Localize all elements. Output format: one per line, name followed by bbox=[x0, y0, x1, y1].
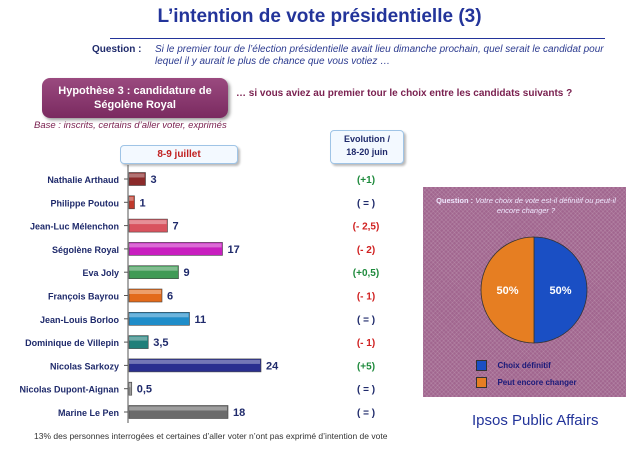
evolution-label: (- 1) bbox=[357, 338, 375, 349]
legend-label-changer: Peut encore changer bbox=[497, 378, 577, 388]
brand-logo: Ipsos Public Affairs bbox=[472, 412, 599, 429]
category-label: Dominique de Villepin bbox=[25, 338, 119, 348]
bar-highlight bbox=[129, 243, 222, 248]
legend-item-changer: Peut encore changer bbox=[476, 374, 577, 392]
bar-value-label: 17 bbox=[228, 244, 240, 256]
category-label: Nathalie Arthaud bbox=[47, 175, 119, 185]
evolution-header: Evolution / 18-20 juin bbox=[330, 130, 404, 164]
bar-highlight bbox=[129, 196, 134, 201]
evolution-label: ( = ) bbox=[357, 198, 375, 209]
bar bbox=[128, 358, 262, 373]
bar bbox=[128, 195, 135, 210]
bar-highlight bbox=[129, 313, 189, 318]
evolution-label: (+5) bbox=[357, 361, 375, 372]
bar-highlight bbox=[129, 173, 145, 178]
bar bbox=[128, 381, 133, 396]
bar bbox=[128, 312, 190, 326]
category-label: Nicolas Sarkozy bbox=[50, 361, 119, 371]
question-text: Si le premier tour de l’élection préside… bbox=[155, 44, 604, 67]
bar bbox=[128, 335, 149, 349]
bar bbox=[128, 265, 179, 279]
title-divider bbox=[110, 38, 605, 39]
hypothesis-line2: Ségolène Royal bbox=[94, 99, 176, 111]
pie-chart: 50% 50% bbox=[480, 236, 588, 344]
bar-chart: Nathalie Arthaud 3 (+1) Philippe Poutou 1 ( =… bbox=[20, 165, 380, 423]
pie-question: Question : Votre choix de vote est-il dé… bbox=[432, 196, 620, 216]
pie-value-label: 50% bbox=[496, 285, 518, 297]
category-label: Philippe Poutou bbox=[51, 198, 120, 208]
bar-highlight bbox=[129, 220, 167, 225]
bar-value-label: 9 bbox=[184, 267, 190, 279]
pie-slice bbox=[533, 236, 588, 344]
bar-value-label: 11 bbox=[195, 314, 207, 326]
bar-value-label: 1 bbox=[140, 197, 146, 209]
bar bbox=[128, 405, 229, 419]
evolution-header-line1: Evolution / bbox=[344, 134, 390, 144]
category-label: François Bayrou bbox=[48, 292, 119, 302]
evolution-label: (- 2,5) bbox=[353, 222, 380, 233]
evolution-header-line2: 18-20 juin bbox=[346, 147, 388, 157]
date-header: 8-9 juillet bbox=[120, 145, 238, 164]
bar-value-label: 6 bbox=[167, 291, 173, 303]
hypothesis-prompt: … si vous aviez au premier tour le choix… bbox=[236, 88, 573, 99]
bar-highlight bbox=[129, 383, 131, 388]
evolution-label: (+1) bbox=[357, 175, 375, 186]
footnote: 13% des personnes interrogées et certain… bbox=[34, 431, 388, 441]
evolution-label: (- 1) bbox=[357, 292, 375, 303]
evolution-label: ( = ) bbox=[357, 315, 375, 326]
evolution-label: (- 2) bbox=[357, 245, 375, 256]
pie-question-text: Votre choix de vote est-il définitif ou … bbox=[473, 196, 616, 215]
legend-item-definitif: Choix définitif bbox=[476, 357, 551, 375]
bar-value-label: 7 bbox=[173, 221, 179, 233]
legend-swatch-changer bbox=[476, 377, 487, 389]
bar-highlight bbox=[129, 336, 148, 341]
pie-question-label: Question : bbox=[436, 196, 474, 205]
category-label: Nicolas Dupont-Aignan bbox=[20, 385, 120, 395]
question-label: Question : bbox=[92, 44, 142, 55]
bar-value-label: 3,5 bbox=[153, 337, 168, 349]
bar bbox=[128, 242, 223, 256]
bar-highlight bbox=[129, 266, 178, 271]
bar bbox=[128, 218, 168, 233]
bar-highlight bbox=[129, 406, 227, 411]
hypothesis-line1: Hypothèse 3 : candidature de bbox=[58, 85, 212, 97]
evolution-label: ( = ) bbox=[357, 385, 375, 396]
category-label: Jean-Louis Borloo bbox=[40, 315, 120, 325]
bar-highlight bbox=[129, 359, 260, 364]
hypothesis-box: Hypothèse 3 : candidature de Ségolène Ro… bbox=[42, 78, 228, 118]
category-label: Ségolène Royal bbox=[52, 245, 119, 255]
bar-value-label: 18 bbox=[233, 407, 245, 419]
page-title: L’intention de vote présidentielle (3) bbox=[157, 6, 482, 27]
bar-value-label: 3 bbox=[151, 174, 157, 186]
bar-value-label: 24 bbox=[266, 360, 279, 372]
bar-value-label: 0,5 bbox=[137, 384, 152, 396]
bar bbox=[128, 288, 163, 303]
pie-slice bbox=[480, 236, 535, 344]
evolution-label: (+0,5) bbox=[353, 268, 379, 279]
bar bbox=[128, 172, 146, 186]
evolution-label: ( = ) bbox=[357, 408, 375, 419]
legend-label-definitif: Choix définitif bbox=[497, 361, 551, 371]
category-label: Eva Joly bbox=[82, 268, 119, 278]
base-note: Base : inscrits, certains d’aller voter,… bbox=[34, 120, 227, 131]
category-label: Marine Le Pen bbox=[58, 408, 119, 418]
bar-highlight bbox=[129, 290, 161, 294]
pie-value-label: 50% bbox=[549, 285, 571, 297]
legend-swatch-definitif bbox=[476, 360, 487, 372]
category-label: Jean-Luc Mélenchon bbox=[30, 222, 119, 232]
